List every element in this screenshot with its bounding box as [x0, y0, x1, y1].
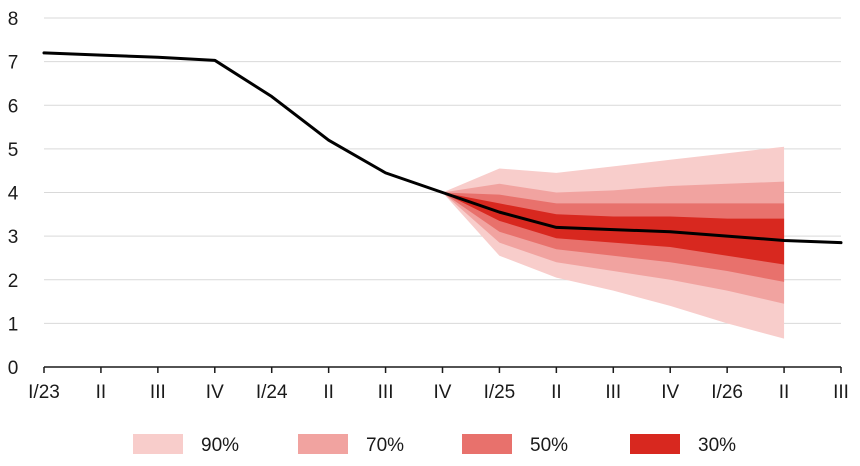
x-tick-label: I/24: [256, 382, 288, 403]
y-tick-label: 5: [8, 140, 19, 161]
x-tick-label: I/23: [28, 382, 60, 403]
y-tick-label: 4: [8, 184, 19, 205]
x-tick-label: IV: [434, 382, 452, 403]
legend-swatch: [298, 434, 348, 454]
x-tick-label: II: [323, 382, 334, 403]
y-tick-label: 3: [8, 227, 19, 248]
y-tick-label: 2: [8, 271, 19, 292]
legend-label: 70%: [366, 435, 404, 456]
central-line-group: [42, 51, 843, 245]
x-tick-label: I/26: [711, 382, 743, 403]
y-tick-label: 7: [8, 53, 19, 74]
legend: 90% 70% 50% 30%: [133, 434, 736, 456]
x-tick-labels: I/23 II III IV I/24 II III IV I/25 II III IV I/26 II I…: [28, 382, 849, 403]
x-tick-label: II: [779, 382, 790, 403]
legend-label: 30%: [698, 435, 736, 456]
x-tick-label: III: [605, 382, 621, 403]
legend-label: 90%: [201, 435, 239, 456]
x-tick-label: IV: [661, 382, 679, 403]
legend-swatch: [133, 434, 183, 454]
fan-bands: [442, 146, 785, 339]
y-tick-label: 0: [8, 358, 19, 379]
y-tick-label: 1: [8, 314, 19, 335]
y-tick-labels: 0 1 2 3 4 5 6 7 8: [8, 9, 19, 379]
x-tick-label: III: [150, 382, 166, 403]
legend-label: 50%: [530, 435, 568, 456]
legend-swatch: [462, 434, 512, 454]
y-tick-label: 8: [8, 9, 19, 30]
x-tick-label: I/25: [484, 382, 516, 403]
x-tick-label: IV: [206, 382, 224, 403]
central-line: [42, 51, 843, 245]
x-tick-label: II: [96, 382, 107, 403]
x-axis: [43, 366, 842, 373]
x-tick-label: II: [551, 382, 562, 403]
y-tick-label: 6: [8, 96, 19, 117]
x-tick-label: III: [378, 382, 394, 403]
legend-swatch: [630, 434, 680, 454]
gridlines: [44, 17, 841, 324]
x-tick-label: III: [833, 382, 849, 403]
